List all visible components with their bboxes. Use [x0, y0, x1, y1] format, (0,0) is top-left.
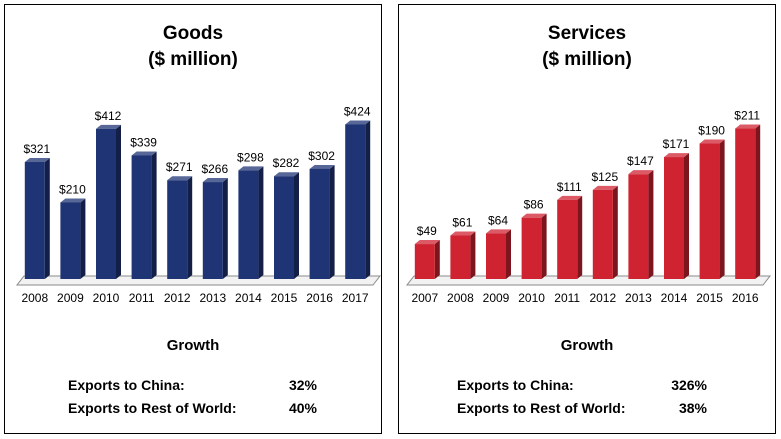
goods-tick-label-2010: 2010: [93, 291, 120, 305]
goods-data-label-2009: $210: [59, 182, 86, 196]
services-china-value: 326%: [671, 377, 707, 393]
goods-bar-2014: [238, 166, 264, 279]
services-bar-2012: [592, 185, 618, 279]
services-bar-2009: [486, 229, 511, 279]
goods-data-label-2012: $271: [166, 160, 193, 174]
goods-bar-2011: [131, 151, 157, 279]
services-tick-label-2010: 2010: [518, 291, 545, 305]
goods-data-label-2008: $321: [23, 142, 50, 156]
services-tick-label-2013: 2013: [625, 291, 652, 305]
services-china-label: Exports to China:: [457, 377, 574, 393]
services-chart-title: Services: [547, 23, 627, 44]
services-data-label-2016: $211: [734, 109, 760, 123]
goods-bar-2008: [24, 158, 50, 279]
services-bar-2008: [450, 231, 476, 279]
goods-data-label-2011: $339: [130, 135, 157, 149]
services-bar-2010: [521, 213, 547, 279]
services-bar-2007: [414, 240, 440, 279]
services-chart-subtitle: ($ million): [542, 49, 632, 70]
services-data-label-2007: $49: [417, 224, 437, 238]
services-bar-2013: [628, 170, 654, 279]
services-bar-chart: $49 2007 $61 2008 $64 2009 $86 2010 $111 2011 $125…: [405, 109, 772, 305]
services-tick-label-2016: 2016: [732, 291, 759, 305]
services-tick-label-2012: 2012: [589, 291, 616, 305]
goods-rest-of-world-value: 40%: [288, 400, 317, 416]
services-bar-2014: [664, 153, 689, 279]
goods-title-block: Goods ($ million): [5, 21, 381, 73]
goods-bar-2009: [60, 198, 86, 279]
services-tick-label-2007: 2007: [411, 291, 438, 305]
goods-panel: Goods ($ million) $321 2008 $210 2009 $412 20…: [4, 4, 382, 434]
goods-tick-label-2014: 2014: [235, 291, 262, 305]
goods-chart-subtitle: ($ million): [148, 49, 238, 70]
services-tick-label-2009: 2009: [483, 291, 510, 305]
services-bar-2011: [557, 195, 583, 279]
goods-tick-label-2017: 2017: [342, 291, 369, 305]
services-tick-label-2014: 2014: [661, 291, 688, 305]
services-data-label-2011: $111: [557, 180, 582, 194]
services-bar-2016: [735, 124, 761, 280]
services-growth-heading: Growth: [560, 337, 614, 354]
goods-data-label-2014: $298: [237, 150, 264, 164]
services-data-label-2015: $190: [698, 124, 725, 138]
goods-tick-label-2008: 2008: [21, 291, 48, 305]
services-tick-label-2015: 2015: [696, 291, 723, 305]
goods-data-label-2017: $424: [344, 104, 371, 118]
goods-bar-2012: [167, 176, 193, 279]
goods-rest-of-world-label: Exports to Rest of World:: [68, 400, 237, 416]
services-data-label-2009: $64: [488, 213, 508, 227]
goods-china-value: 32%: [288, 377, 317, 393]
goods-bar-2010: [96, 124, 121, 279]
services-data-label-2010: $86: [524, 198, 544, 212]
goods-bar-2015: [274, 172, 299, 279]
goods-chart-title: Goods: [162, 23, 224, 44]
goods-growth-heading: Growth: [166, 337, 220, 354]
goods-bar-2017: [345, 120, 371, 279]
services-rest-of-world-value: 38%: [678, 400, 707, 416]
services-data-label-2013: $147: [627, 154, 654, 168]
goods-bar-2013: [202, 178, 228, 279]
goods-tick-label-2009: 2009: [57, 291, 84, 305]
services-panel: Services ($ million) $49 2007 $61 2008 $64 20…: [398, 4, 776, 434]
goods-data-label-2013: $266: [201, 162, 228, 176]
services-rest-of-world-label: Exports to Rest of World:: [457, 400, 626, 416]
goods-bar-chart: $321 2008 $210 2009 $412 2010 $339 2011 $271 2012…: [15, 104, 381, 305]
services-data-label-2008: $61: [452, 216, 472, 230]
goods-tick-label-2011: 2011: [129, 291, 155, 305]
services-bar-2015: [699, 139, 725, 279]
goods-tick-label-2016: 2016: [306, 291, 333, 305]
goods-tick-label-2012: 2012: [164, 291, 191, 305]
services-tick-label-2011: 2011: [554, 291, 580, 305]
goods-china-label: Exports to China:: [68, 377, 185, 393]
goods-data-label-2015: $282: [273, 156, 300, 170]
services-data-label-2014: $171: [663, 137, 690, 151]
services-data-label-2012: $125: [591, 170, 618, 184]
services-title-block: Services ($ million): [399, 21, 775, 73]
goods-bar-2016: [309, 164, 335, 279]
services-tick-label-2008: 2008: [447, 291, 474, 305]
goods-data-label-2010: $412: [95, 109, 122, 123]
goods-data-label-2016: $302: [308, 149, 335, 163]
goods-tick-label-2015: 2015: [271, 291, 298, 305]
goods-tick-label-2013: 2013: [199, 291, 226, 305]
